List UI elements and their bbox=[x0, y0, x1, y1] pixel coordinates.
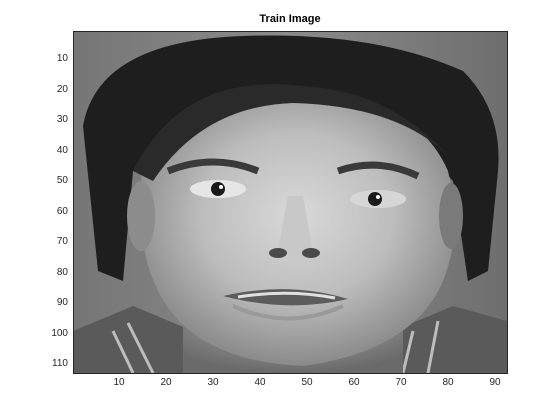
image-axes bbox=[73, 31, 507, 373]
x-tick-label: 30 bbox=[207, 377, 219, 388]
y-tick-label: 40 bbox=[56, 145, 68, 156]
x-tick-label: 50 bbox=[301, 377, 313, 388]
face-image bbox=[73, 31, 507, 373]
x-tick-label: 10 bbox=[113, 377, 125, 388]
y-tick-label: 10 bbox=[56, 53, 68, 64]
y-tick-label: 70 bbox=[56, 236, 68, 247]
y-tick-label: 60 bbox=[56, 206, 68, 217]
y-tick-label: 90 bbox=[56, 297, 68, 308]
x-tick-label: 20 bbox=[160, 377, 172, 388]
y-tick-label: 100 bbox=[51, 328, 68, 339]
x-tick-label: 90 bbox=[489, 377, 501, 388]
y-tick-label: 20 bbox=[56, 84, 68, 95]
x-tick-label: 70 bbox=[395, 377, 407, 388]
y-tick-label: 50 bbox=[56, 175, 68, 186]
plot-title: Train Image bbox=[259, 13, 321, 25]
y-tick-label: 30 bbox=[56, 114, 68, 125]
x-tick-label: 80 bbox=[442, 377, 454, 388]
y-tick-label: 110 bbox=[52, 358, 68, 369]
x-tick-label: 60 bbox=[348, 377, 360, 388]
y-tick-label: 80 bbox=[56, 267, 68, 278]
x-tick-label: 40 bbox=[254, 377, 266, 388]
